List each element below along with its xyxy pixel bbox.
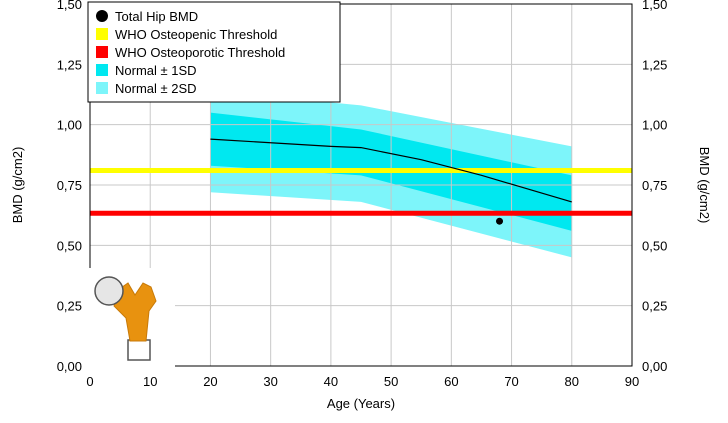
y-tick-label-right: 1,00 <box>642 118 667 133</box>
legend-marker-normal-1sd <box>96 64 108 76</box>
y-tick-label-left: 1,00 <box>57 118 82 133</box>
x-tick-label: 90 <box>625 374 639 389</box>
x-tick-label: 80 <box>565 374 579 389</box>
hip-bone-icon <box>83 268 175 368</box>
threshold-lines <box>90 168 632 216</box>
reference-curve <box>210 138 572 203</box>
y-axis-label-right: BMD (g/cm2) <box>697 147 712 224</box>
x-tick-label: 10 <box>143 374 157 389</box>
legend: Total Hip BMD WHO Osteopenic Threshold WHO… <box>87 1 341 103</box>
x-tick-label: 60 <box>444 374 458 389</box>
y-tick-label-left: 1,25 <box>57 57 82 72</box>
legend-label-total-hip-bmd: Total Hip BMD <box>115 9 198 24</box>
y-axis-label-left: BMD (g/cm2) <box>10 147 25 224</box>
legend-marker-normal-2sd <box>96 82 108 94</box>
y-tick-label-left: 0,50 <box>57 238 82 253</box>
legend-label-who-osteopenic-threshold: WHO Osteopenic Threshold <box>115 27 277 42</box>
y-tick-label-left: 0,00 <box>57 359 82 374</box>
x-tick-label: 50 <box>384 374 398 389</box>
legend-label-who-osteoporotic-threshold: WHO Osteoporotic Threshold <box>115 45 285 60</box>
y-tick-label-right: 0,50 <box>642 238 667 253</box>
tick-labels: 0 10 20 30 40 50 60 70 80 900,00 0,000,25 0,250,50 0… <box>57 0 668 389</box>
y-tick-label-right: 1,50 <box>642 0 667 12</box>
y-tick-label-right: 0,00 <box>642 359 667 374</box>
legend-label-normal-1sd: Normal ± 1SD <box>115 63 197 78</box>
plot-frame <box>89 3 633 367</box>
x-tick-label: 70 <box>504 374 518 389</box>
y-tick-label-left: 1,50 <box>57 0 82 12</box>
legend-marker-who-osteoporotic-threshold <box>96 46 108 58</box>
x-tick-label: 20 <box>203 374 217 389</box>
y-tick-label-right: 0,75 <box>642 178 667 193</box>
x-tick-label: 0 <box>86 374 93 389</box>
data-point-total-hip-bmd <box>496 217 504 225</box>
y-tick-label-left: 0,25 <box>57 299 82 314</box>
legend-label-normal-2sd: Normal ± 2SD <box>115 81 197 96</box>
legend-box <box>87 1 341 103</box>
x-axis-label: Age (Years) <box>327 396 395 411</box>
y-tick-label-right: 1,25 <box>642 57 667 72</box>
y-tick-label-left: 0,75 <box>57 178 82 193</box>
legend-marker-total-hip-bmd <box>96 10 108 22</box>
legend-marker-who-osteopenic-threshold <box>96 28 108 40</box>
y-tick-label-right: 0,25 <box>642 299 667 314</box>
data-points <box>496 217 504 225</box>
x-tick-label: 30 <box>263 374 277 389</box>
reference-curve-group <box>210 138 572 203</box>
x-tick-label: 40 <box>324 374 338 389</box>
